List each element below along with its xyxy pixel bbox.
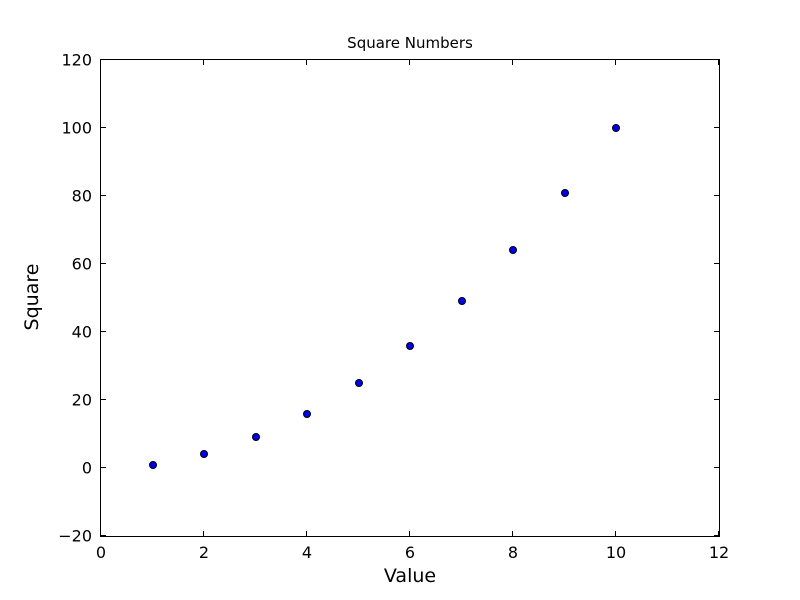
scatter-point xyxy=(354,379,363,387)
y-tick-left xyxy=(101,399,106,400)
x-tick-top xyxy=(409,60,410,65)
x-tick-bottom xyxy=(409,531,410,536)
y-tick-left xyxy=(101,467,106,468)
y-tick-left xyxy=(101,127,106,128)
x-tick-label: 4 xyxy=(301,543,313,562)
x-tick-label: 0 xyxy=(95,543,107,562)
y-tick-left xyxy=(101,263,106,264)
x-tick-bottom xyxy=(718,531,719,536)
x-axis-label: Value xyxy=(383,565,437,587)
scatter-point xyxy=(612,124,620,132)
scatter-point xyxy=(560,188,569,197)
y-tick-label: 40 xyxy=(71,322,92,342)
y-tick-left xyxy=(101,331,106,332)
x-tick-top xyxy=(512,60,513,65)
scatter-point xyxy=(457,297,466,306)
x-tick-bottom xyxy=(512,531,513,536)
y-tick-left xyxy=(101,195,106,196)
x-tick-bottom xyxy=(203,531,204,536)
scatter-point xyxy=(148,460,157,469)
y-tick-label: −20 xyxy=(58,526,92,546)
x-tick-label: 10 xyxy=(605,543,627,562)
plot-area: 0 2 4 6 8 10 12 −20 0 20 40 60 80 100 120 xyxy=(58,51,729,563)
y-tick-right xyxy=(714,127,719,128)
x-tick-bottom xyxy=(615,531,616,536)
x-tick-top xyxy=(203,60,204,65)
y-tick-label: 80 xyxy=(71,186,92,206)
scatter-point xyxy=(251,433,260,442)
y-tick-label: 0 xyxy=(81,458,92,478)
scatter-point xyxy=(200,450,208,459)
chart-title: Square Numbers xyxy=(347,34,473,52)
y-tick-right xyxy=(714,331,719,332)
x-tick-bottom xyxy=(306,531,307,536)
scatter-point xyxy=(509,246,517,255)
y-tick-right xyxy=(714,263,719,264)
x-tick-top xyxy=(718,60,719,65)
x-tick-label: 6 xyxy=(404,543,416,562)
y-tick-left xyxy=(101,59,106,60)
x-tick-top xyxy=(100,60,101,65)
scatter-point xyxy=(406,341,414,350)
y-tick-label: 120 xyxy=(61,50,92,70)
y-tick-right xyxy=(714,467,719,468)
x-tick-top xyxy=(615,60,616,65)
y-tick-label: 60 xyxy=(71,254,92,274)
x-tick-label: 12 xyxy=(708,543,730,562)
y-tick-right xyxy=(714,399,719,400)
x-tick-bottom xyxy=(100,531,101,536)
y-tick-right xyxy=(714,59,719,60)
y-tick-left xyxy=(101,535,106,536)
y-tick-label: 20 xyxy=(71,390,92,410)
x-tick-top xyxy=(306,60,307,65)
scatter-point xyxy=(303,409,311,418)
y-axis-label: Square xyxy=(21,263,43,331)
y-tick-right xyxy=(714,195,719,196)
y-tick-right xyxy=(714,535,719,536)
x-tick-label: 2 xyxy=(198,543,210,562)
x-tick-label: 8 xyxy=(507,543,519,562)
y-tick-label: 100 xyxy=(61,118,92,138)
